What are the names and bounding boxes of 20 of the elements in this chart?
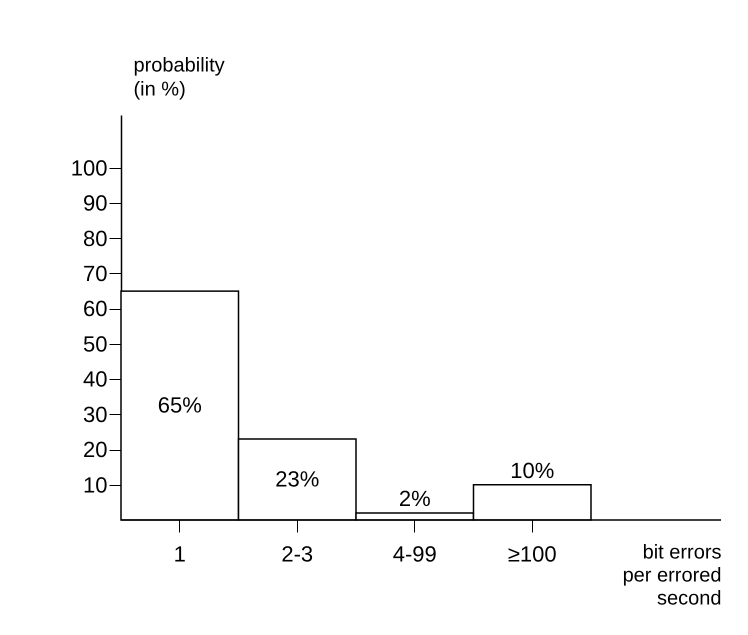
x-tick-label: 2-3 xyxy=(281,542,314,566)
y-tick-label: 80 xyxy=(83,226,108,251)
y-tick-label: 40 xyxy=(83,366,108,392)
data-label: 2% xyxy=(398,486,431,511)
x-tick-label: 4-99 xyxy=(392,542,437,566)
x-tick-label: 1 xyxy=(174,542,186,566)
data-label: 23% xyxy=(275,466,320,492)
data-label: 10% xyxy=(510,458,554,483)
data-label: 65% xyxy=(158,392,202,418)
y-tick-label: 10 xyxy=(83,472,108,498)
x-tick-label: ≥100 xyxy=(508,542,557,566)
y-tick-label: 90 xyxy=(83,190,108,216)
y-tick-label: 20 xyxy=(83,437,108,462)
y-tick-label: 70 xyxy=(83,260,108,286)
y-tick-label: 60 xyxy=(83,296,108,322)
y-tick-label: 50 xyxy=(83,331,108,356)
y-tick-label: 100 xyxy=(70,155,108,180)
y-axis-title: probability (in %) xyxy=(134,54,225,100)
x-axis-title: bit errors per errored second xyxy=(622,542,722,610)
y-tick-label: 30 xyxy=(83,402,108,427)
